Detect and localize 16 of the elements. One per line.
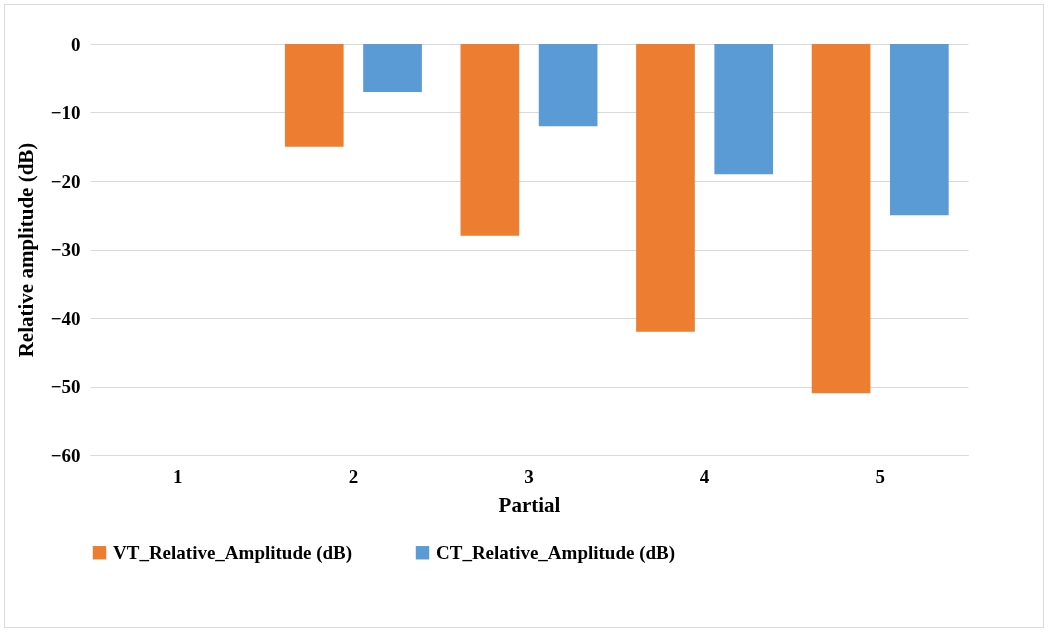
y-tick-label: −20	[50, 170, 81, 192]
y-tick-label: −40	[50, 307, 81, 329]
x-tick-label: 1	[173, 465, 183, 487]
legend-label: CT_Relative_Amplitude (dB)	[436, 541, 676, 564]
y-tick-label: −10	[50, 102, 81, 123]
y-tick-label: −60	[50, 444, 81, 466]
y-tick-label: −30	[50, 239, 81, 260]
y-tick-label: 0	[71, 33, 81, 55]
y-axis-title: Relative amplitude (dB)	[13, 142, 38, 358]
x-tick-label: 3	[524, 465, 534, 487]
legend-label: VT_Relative_Amplitude (dB)	[113, 541, 353, 564]
x-tick-label: 5	[875, 465, 885, 487]
x-tick-label: 4	[699, 465, 710, 487]
y-tick-label: −50	[50, 376, 81, 397]
x-tick-label: 2	[348, 465, 359, 487]
x-axis-title: Partial	[498, 492, 561, 517]
